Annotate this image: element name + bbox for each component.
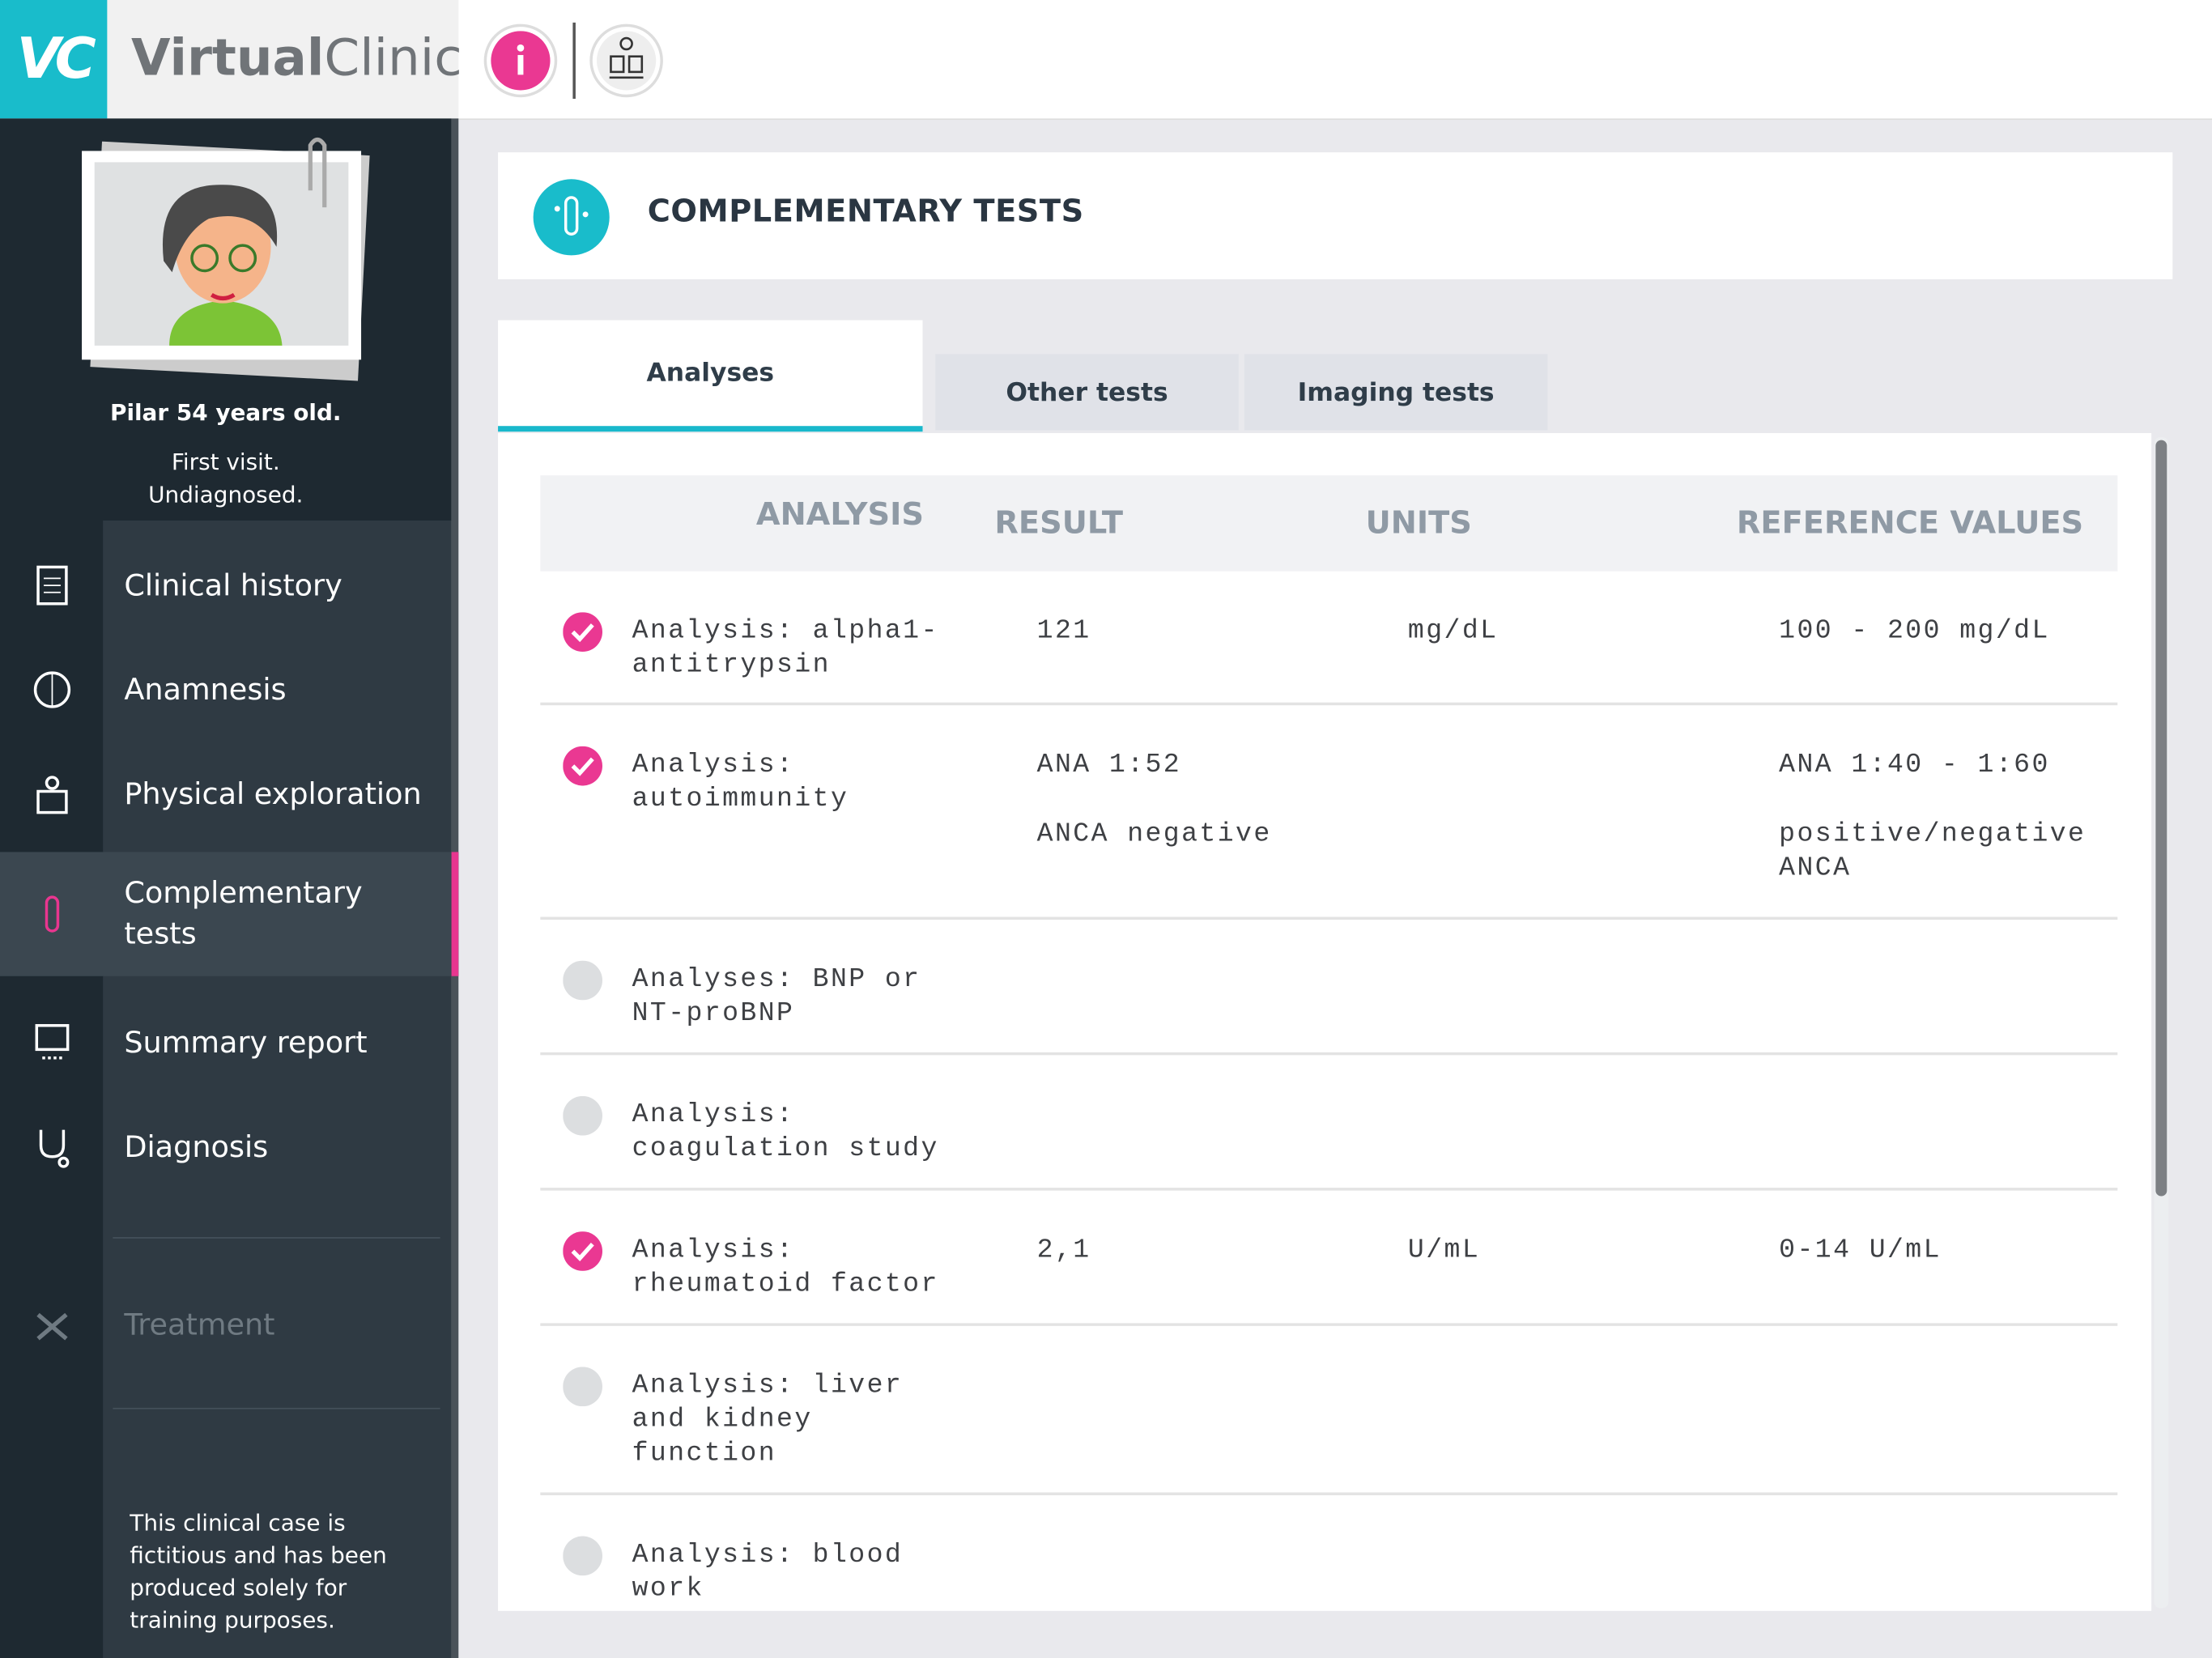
nav-divider [113, 1237, 440, 1239]
table-row: Analysis: liver and kidney function [540, 1326, 2118, 1495]
column-header: RESULT [994, 506, 1124, 542]
result: 121 [1036, 614, 1091, 647]
check-on[interactable] [563, 1231, 603, 1271]
analysis-name: Analyses: BNP or NT-proBNP [632, 963, 921, 1029]
nav-divider [113, 1407, 440, 1409]
result: ANA 1:52 [1036, 749, 1182, 780]
nav-label: Complementary tests [124, 876, 363, 951]
analysis-name: Analysis: blood work [632, 1538, 904, 1605]
nav-item[interactable]: Complementary tests [0, 852, 459, 976]
tab[interactable]: Other tests [935, 354, 1239, 431]
info-button[interactable] [483, 23, 558, 98]
nav-label: Summary report [124, 1024, 368, 1059]
check-on[interactable] [563, 746, 603, 786]
patient-visit: First visit. [171, 449, 280, 476]
scroll-thumb[interactable] [2155, 440, 2167, 1197]
section-title: COMPLEMENTARY TESTS [647, 194, 1084, 231]
brand: VirtualClinic [107, 0, 462, 119]
patient-name: Pilar 54 years old. [110, 399, 342, 427]
check-off[interactable] [563, 1095, 603, 1136]
nav-icon [0, 1021, 103, 1063]
reference: 100 - 200 mg/dL [1779, 614, 2050, 647]
column-header: ANALYSIS [755, 498, 925, 534]
analysis-name: Analysis: coagulation study [632, 1099, 939, 1164]
icon [34, 1023, 69, 1060]
nav-item[interactable]: Clinical history [0, 526, 452, 644]
brand-second: Clinic [324, 29, 462, 88]
table-header: ANALYSIS RESULT UNITS REFERENCE VALUES [540, 475, 2118, 572]
result: 2,1 [1036, 1234, 1091, 1265]
nav-label: Anamnesis [124, 672, 287, 707]
nav-item[interactable]: Physical exploration [0, 735, 452, 853]
logo-mark[interactable]: VC [0, 0, 108, 119]
check-on[interactable] [563, 612, 603, 652]
table-row: Analysis: autoimmunity ANA 1:52 ANCA negat… [540, 705, 2118, 920]
tab[interactable]: Analyses [498, 320, 923, 432]
icon [36, 776, 67, 814]
table-row: Analysis: rheumatoid factor 2,1 U/mL 0-14 U… [540, 1191, 2118, 1326]
units: mg/dL [1407, 614, 1499, 647]
nav-label: Treatment [124, 1307, 275, 1341]
icon [32, 671, 70, 708]
tab[interactable]: Imaging tests [1244, 354, 1548, 431]
analysis-name: Analysis: rheumatoid factor [632, 1234, 939, 1299]
brand-first: Virtual [131, 29, 325, 88]
result: ANCA negative [1036, 818, 1272, 849]
icon [36, 565, 67, 606]
nav-label: Physical exploration [124, 776, 422, 811]
patient-photo [82, 137, 370, 381]
table-row: Analysis: alpha1-antitrypsin 121 mg/dL 100 … [540, 572, 2118, 706]
section-header [498, 152, 2173, 279]
nav-icon [0, 564, 103, 606]
table-row: Analyses: BNP or NT-proBNP [540, 920, 2118, 1056]
nav-item: Treatment [0, 1265, 452, 1384]
section-icon [533, 179, 610, 256]
nav-icon [0, 893, 103, 935]
nav-item[interactable]: Summary report [0, 983, 452, 1101]
analysis-name: Analysis: liver and kidney function [632, 1369, 904, 1469]
check-off[interactable] [563, 1536, 603, 1576]
check-off[interactable] [563, 960, 603, 1001]
column-header: REFERENCE VALUES [1736, 506, 2084, 542]
reference: ANA 1:40 - 1:60 [1779, 749, 2050, 780]
waiting-room-button[interactable] [589, 23, 663, 98]
check-off[interactable] [563, 1367, 603, 1407]
reference: 0-14 U/mL [1779, 1234, 1942, 1265]
icon [38, 1129, 69, 1168]
patient-status: Undiagnosed. [148, 481, 304, 508]
nav-item[interactable]: Diagnosis [0, 1087, 452, 1205]
icon [44, 895, 59, 933]
nav-label: Diagnosis [124, 1129, 269, 1163]
units: U/mL [1407, 1234, 1481, 1265]
sidebar-label-column [103, 520, 452, 1658]
column-header: UNITS [1365, 506, 1472, 542]
table-row: Analysis: blood work [540, 1495, 2117, 1611]
table-panel: ANALYSIS RESULT UNITS REFERENCE VALUES Anal… [498, 432, 2152, 1611]
analysis-name: Analysis: autoimmunity [632, 749, 849, 814]
nav-icon [0, 773, 103, 815]
nav-item[interactable]: Anamnesis [0, 631, 452, 749]
disclaimer: This clinical case is fictitious and has… [130, 1509, 387, 1634]
toolbar-icons [483, 22, 663, 99]
nav-icon [0, 1303, 103, 1346]
reference: positive/negative ANCA [1779, 818, 2087, 883]
icon [36, 1312, 67, 1341]
nav-label: Clinical history [124, 568, 342, 602]
nav-icon [0, 669, 103, 711]
table-row: Analysis: coagulation study [540, 1055, 2118, 1191]
analysis-name: Analysis: alpha1-antitrypsin [632, 614, 939, 680]
nav-icon [0, 1125, 103, 1168]
